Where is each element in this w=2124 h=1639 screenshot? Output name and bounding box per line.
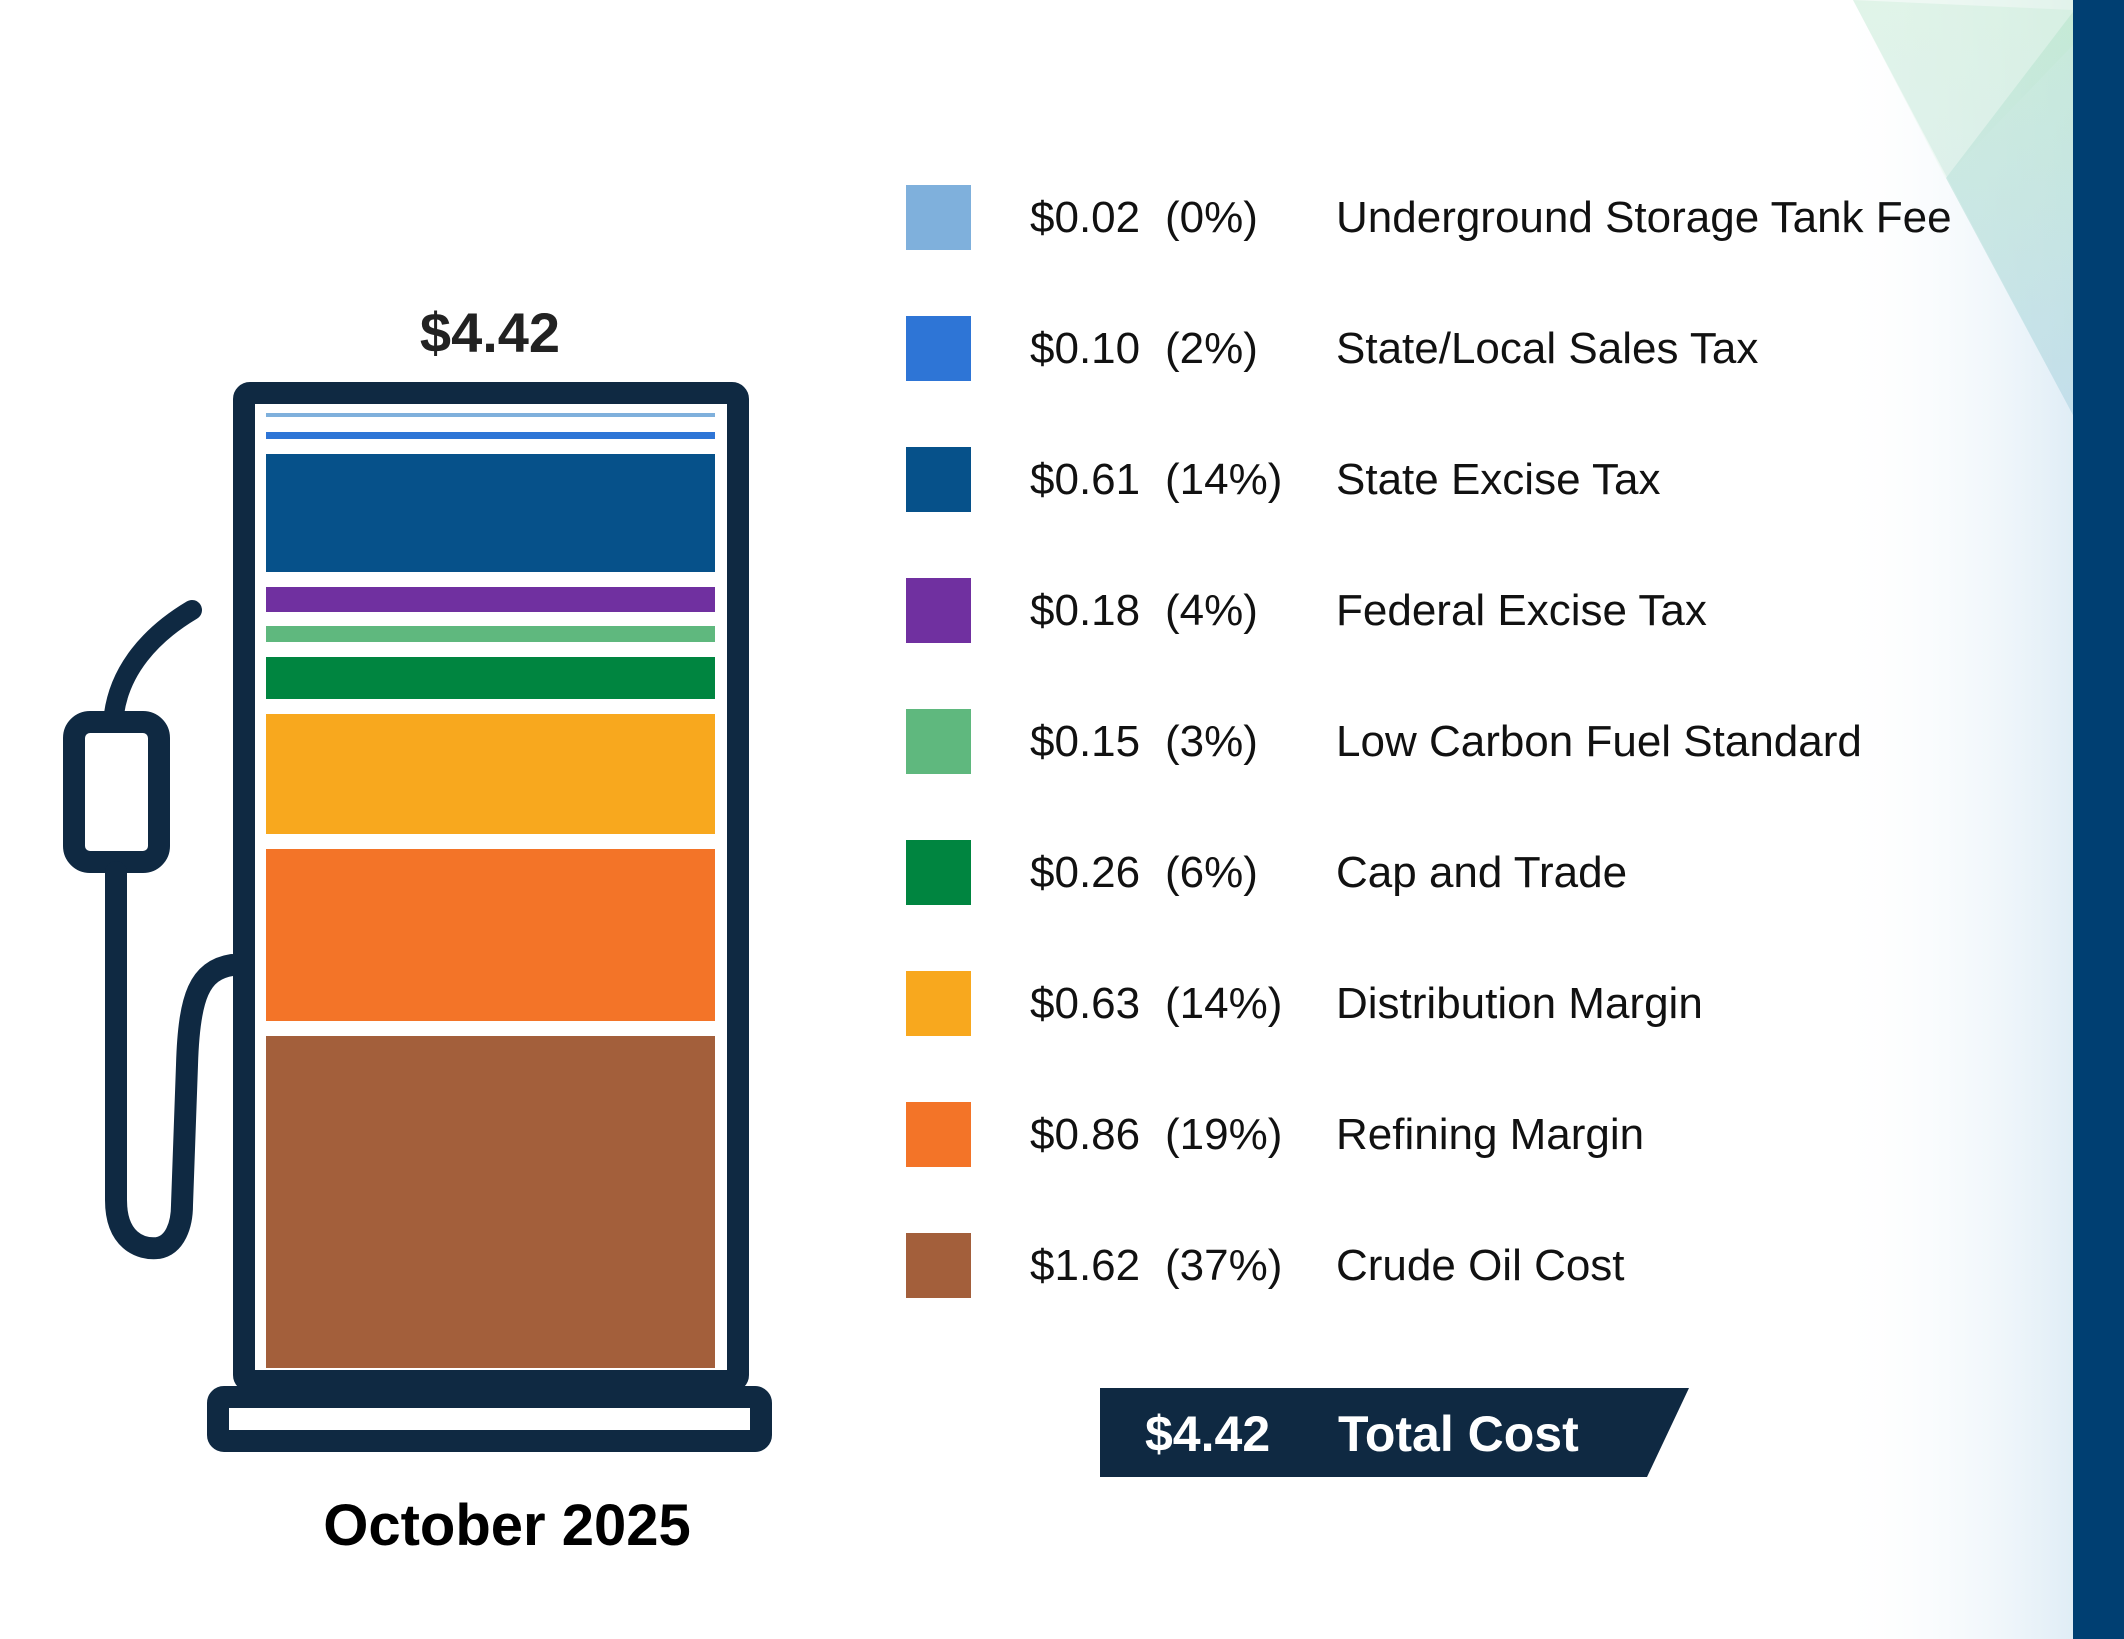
total-price: $4.42 (1145, 1406, 1271, 1462)
legend-label: Crude Oil Cost (1336, 1240, 1625, 1290)
legend-swatch (906, 840, 971, 905)
legend-value: $0.18 (1030, 585, 1141, 635)
legend-item: $0.63 (14%) Distribution Margin (906, 971, 1703, 1036)
bar-segment (266, 1036, 715, 1368)
legend-label: State Excise Tax (1336, 454, 1661, 504)
legend-value: $0.26 (1030, 847, 1141, 897)
legend-swatch (906, 971, 971, 1036)
legend-value: $0.10 (1030, 323, 1141, 373)
legend-label: Underground Storage Tank Fee (1336, 192, 1952, 242)
bar-segment (266, 587, 715, 612)
bar-segment (266, 626, 715, 642)
bar-segment (266, 413, 715, 417)
legend-percent: (4%) (1165, 585, 1258, 635)
legend-percent: (3%) (1165, 716, 1258, 766)
legend-label: Distribution Margin (1336, 978, 1703, 1028)
legend-value: $0.86 (1030, 1109, 1141, 1159)
legend-percent: (14%) (1165, 454, 1283, 504)
legend-swatch (906, 578, 971, 643)
legend-percent: (19%) (1165, 1109, 1283, 1159)
legend-item: $0.02 (0%) Underground Storage Tank Fee (906, 185, 1952, 250)
legend-swatch (906, 316, 971, 381)
legend-percent: (2%) (1165, 323, 1258, 373)
legend-swatch (906, 185, 971, 250)
legend-swatch (906, 447, 971, 512)
legend-swatch (906, 1102, 971, 1167)
legend-item: $0.86 (19%) Refining Margin (906, 1102, 1644, 1167)
pump-total-label: $4.42 (419, 301, 561, 364)
pump-base (207, 1386, 772, 1452)
legend-label: Cap and Trade (1336, 847, 1628, 897)
legend-item: $0.15 (3%) Low Carbon Fuel Standard (906, 709, 1862, 774)
legend-label: Federal Excise Tax (1336, 585, 1707, 635)
bar-segment (266, 714, 715, 834)
legend-percent: (14%) (1165, 978, 1283, 1028)
legend-percent: (6%) (1165, 847, 1258, 897)
legend-percent: (0%) (1165, 192, 1258, 242)
legend-item: $0.18 (4%) Federal Excise Tax (906, 578, 1707, 643)
bar-segment (266, 432, 715, 439)
legend-label: State/Local Sales Tax (1336, 323, 1759, 373)
bar-segment (266, 454, 715, 572)
legend-item: $1.62 (37%) Crude Oil Cost (906, 1233, 1625, 1298)
total-label: Total Cost (1338, 1406, 1579, 1462)
legend-value: $1.62 (1030, 1240, 1141, 1290)
legend-swatch (906, 1233, 971, 1298)
legend-item: $0.61 (14%) State Excise Tax (906, 447, 1660, 512)
legend-item: $0.10 (2%) State/Local Sales Tax (906, 316, 1758, 381)
legend-value: $0.15 (1030, 716, 1141, 766)
legend-value: $0.61 (1030, 454, 1141, 504)
legend-value: $0.63 (1030, 978, 1141, 1028)
legend-swatch (906, 709, 971, 774)
legend-item: $0.26 (6%) Cap and Trade (906, 840, 1627, 905)
legend-percent: (37%) (1165, 1240, 1283, 1290)
stacked-bars (266, 413, 715, 1368)
bar-segment (266, 849, 715, 1021)
nozzle-icon (63, 600, 243, 1260)
side-bar (2073, 0, 2124, 1639)
legend-label: Low Carbon Fuel Standard (1336, 716, 1862, 766)
legend-label: Refining Margin (1336, 1109, 1645, 1159)
legend-value: $0.02 (1030, 192, 1141, 242)
gas-pump-chart (63, 382, 772, 1452)
bar-segment (266, 657, 715, 699)
gradient-lower-wedge (1853, 0, 2073, 415)
period-label: October 2025 (323, 1493, 691, 1558)
